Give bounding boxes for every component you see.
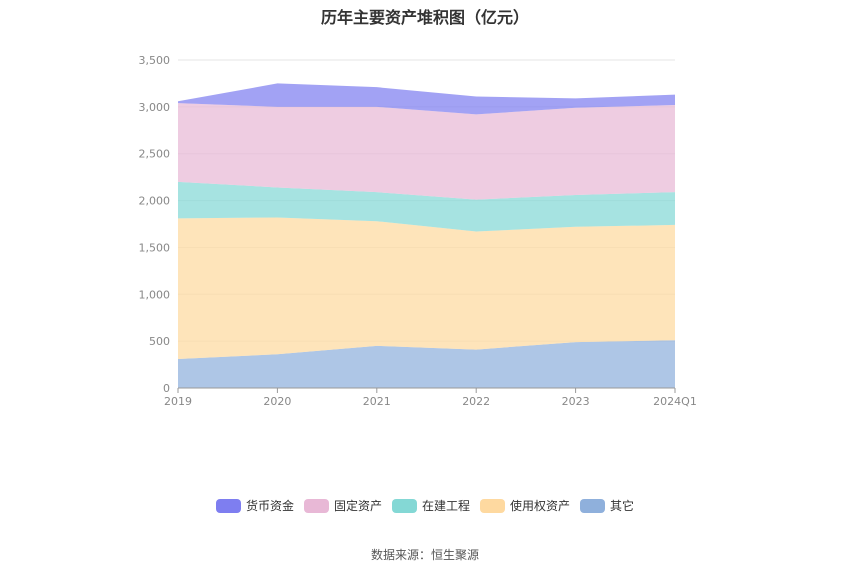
area-固定资产 — [178, 103, 675, 200]
area-使用权资产 — [178, 217, 675, 359]
legend-label: 使用权资产 — [510, 499, 571, 513]
y-tick-label: 1,000 — [139, 288, 171, 301]
y-tick-label: 3,000 — [139, 101, 171, 114]
legend: 货币资金 固定资产 在建工程 使用权资产 其它 — [0, 497, 850, 514]
stacked-areas — [178, 83, 675, 388]
legend-swatch — [391, 498, 417, 513]
legend-item[interactable]: 使用权资产 — [480, 497, 570, 514]
legend-swatch — [580, 498, 606, 513]
y-tick-label: 500 — [149, 335, 170, 348]
legend-label: 其它 — [610, 499, 635, 513]
area-货币资金 — [178, 83, 675, 115]
legend-item[interactable]: 在建工程 — [391, 497, 470, 514]
x-tick-label: 2024Q1 — [653, 395, 697, 408]
legend-item[interactable]: 固定资产 — [303, 497, 382, 514]
legend-item[interactable]: 其它 — [580, 497, 634, 514]
legend-label: 货币资金 — [245, 499, 294, 513]
axes: 0 500 1,000 1,500 2,000 2,500 3,000 3,500 2019 20… — [139, 54, 697, 408]
legend-swatch — [303, 498, 329, 513]
x-tick-label: 2021 — [363, 395, 391, 408]
y-tick-label: 2,000 — [139, 195, 171, 208]
y-tick-label: 2,500 — [139, 148, 171, 161]
area-在建工程 — [178, 181, 675, 232]
x-tick-label: 2022 — [462, 395, 490, 408]
x-tick-label: 2019 — [164, 395, 192, 408]
legend-swatch — [480, 498, 505, 513]
legend-label: 在建工程 — [421, 499, 470, 513]
y-tick-label: 0 — [163, 382, 170, 395]
y-tick-label: 3,500 — [139, 54, 171, 67]
x-tick-label: 2020 — [263, 395, 291, 408]
area-其它 — [178, 340, 675, 388]
legend-item[interactable]: 货币资金 — [215, 497, 294, 514]
data-source: 数据来源：恒生聚源 — [370, 548, 479, 562]
x-tick-label: 2023 — [562, 395, 590, 408]
legend-label: 固定资产 — [333, 499, 382, 513]
chart-title: 历年主要资产堆积图（亿元） — [320, 8, 529, 27]
y-tick-label: 1,500 — [139, 241, 171, 254]
legend-swatch — [215, 498, 241, 513]
